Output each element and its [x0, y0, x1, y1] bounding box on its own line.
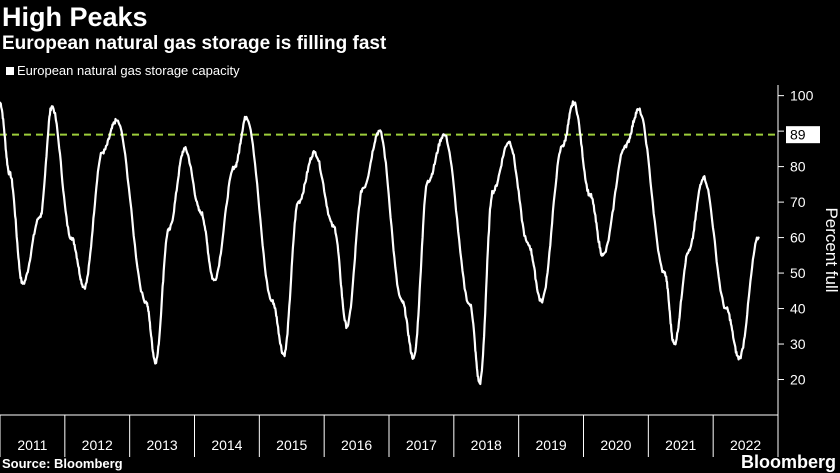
- x-tick-label: 2018: [471, 437, 502, 453]
- chart-title: High Peaks: [2, 2, 148, 32]
- x-tick-label: 2020: [600, 437, 631, 453]
- x-tick-label: 2014: [211, 437, 242, 453]
- legend: European natural gas storage capacity: [6, 63, 240, 79]
- y-tick-label: 60: [790, 230, 806, 246]
- legend-label: European natural gas storage capacity: [17, 63, 240, 78]
- legend-swatch: [6, 67, 14, 75]
- y-tick-label: 70: [790, 194, 806, 210]
- series-line: [0, 100, 760, 386]
- x-tick-label: 2021: [665, 437, 696, 453]
- reference-value-box: [786, 126, 820, 144]
- brand-logo: Bloomberg: [740, 452, 836, 472]
- x-tick-label: 2016: [341, 437, 372, 453]
- y-tick-label: 30: [790, 336, 806, 352]
- y-tick-label: 80: [790, 159, 806, 175]
- source-note: Source: Bloomberg: [2, 456, 123, 471]
- y-tick-label: 20: [790, 372, 806, 388]
- x-tick-label: 2022: [730, 437, 761, 453]
- x-tick-label: 2019: [536, 437, 567, 453]
- x-tick-label: 2011: [17, 437, 47, 453]
- x-tick-label: 2012: [82, 437, 113, 453]
- y-tick-label: 50: [790, 265, 806, 281]
- x-tick-label: 2015: [276, 437, 307, 453]
- x-tick-label: 2013: [147, 437, 178, 453]
- y-tick-label: 100: [790, 88, 814, 104]
- chart-subtitle: European natural gas storage is filling …: [2, 33, 387, 54]
- y-axis-title: Percent full: [822, 207, 840, 292]
- y-tick-label: 40: [790, 301, 806, 317]
- reference-value-label: 89: [790, 127, 806, 143]
- x-tick-label: 2017: [406, 437, 437, 453]
